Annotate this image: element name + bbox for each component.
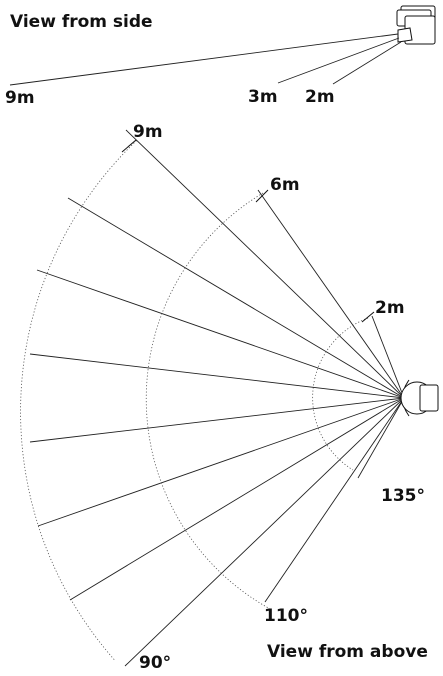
sensor-top-icon <box>400 379 439 417</box>
side-view: View from side 9m 3m 2m <box>5 5 436 108</box>
range-arc-9m <box>20 140 137 661</box>
top-view: 9m 6m 2m 135° 110° 90° View from above <box>20 122 439 673</box>
angle-label-135: 135° <box>381 486 425 506</box>
side-ray-9m <box>9 33 399 86</box>
dim-tick-2m <box>361 311 375 323</box>
range-label-6m: 6m <box>270 175 300 195</box>
angle-label-110: 110° <box>264 606 308 626</box>
top-view-title: View from above <box>267 642 428 662</box>
range-label-2m: 2m <box>375 298 405 318</box>
side-label-3m: 3m <box>248 87 278 107</box>
range-arc-2m <box>312 317 369 471</box>
side-label-2m: 2m <box>305 87 335 107</box>
range-label-9m: 9m <box>133 122 163 142</box>
sensor-side-icon <box>396 5 436 45</box>
side-ray-2m <box>332 41 402 85</box>
side-ray-3m <box>277 37 400 84</box>
dim-tick-9m <box>121 139 137 153</box>
range-arc-6m <box>145 192 273 611</box>
side-view-title: View from side <box>10 12 153 32</box>
side-label-9m: 9m <box>5 88 35 108</box>
dim-tick-6m <box>255 189 269 203</box>
detection-rays <box>29 129 405 667</box>
angle-label-90: 90° <box>139 653 171 673</box>
